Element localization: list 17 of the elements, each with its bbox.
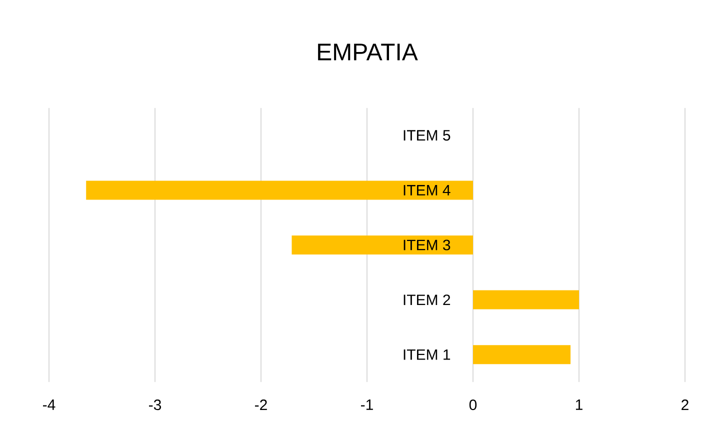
x-tick-label: -3 — [149, 400, 162, 410]
x-tick-label: -2 — [255, 400, 267, 410]
x-tick-label: 2 — [682, 400, 688, 410]
chart-title: EMPATIA — [318, 44, 418, 60]
y-tick-label: ITEM 3 — [404, 240, 450, 250]
y-tick-label: ITEM 5 — [404, 130, 450, 141]
x-tick-label: 1 — [576, 400, 582, 410]
y-tick-label: ITEM 4 — [404, 185, 450, 196]
bar — [292, 236, 473, 255]
y-tick-label: ITEM 1 — [404, 349, 450, 360]
x-tick-label: 0 — [469, 400, 477, 410]
bar — [473, 290, 579, 310]
y-tick-label: ITEM 2 — [404, 294, 450, 306]
x-tick-label: -1 — [361, 400, 373, 410]
bar — [473, 345, 571, 364]
bar — [86, 180, 473, 200]
x-tick-label: -4 — [43, 400, 56, 410]
